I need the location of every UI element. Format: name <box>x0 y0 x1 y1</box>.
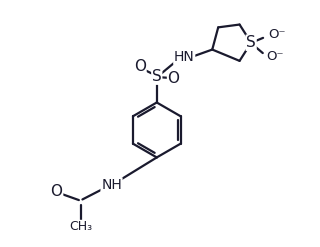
Text: O: O <box>168 71 180 86</box>
Text: O⁻: O⁻ <box>268 28 285 41</box>
Text: NH: NH <box>101 178 122 192</box>
Text: CH₃: CH₃ <box>69 220 92 233</box>
Text: HN: HN <box>174 50 195 64</box>
Text: S: S <box>246 35 256 50</box>
Text: O: O <box>51 184 63 199</box>
Text: O⁻: O⁻ <box>267 50 284 63</box>
Text: O: O <box>134 59 146 74</box>
Text: S: S <box>152 69 162 84</box>
